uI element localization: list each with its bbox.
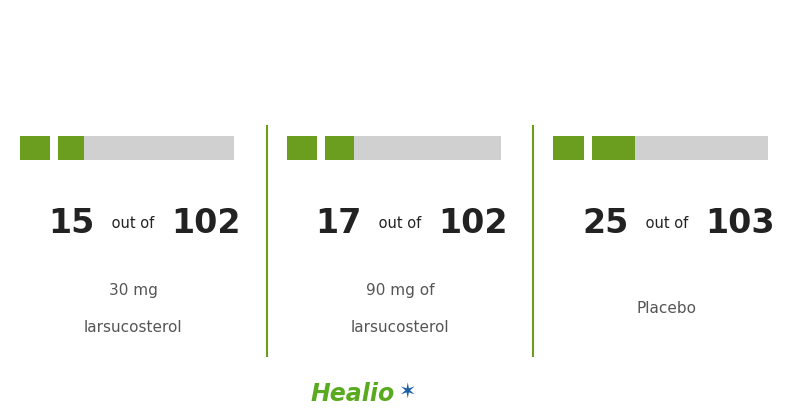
Text: 103: 103 [705, 207, 774, 240]
Text: 30 mg: 30 mg [109, 283, 158, 298]
Bar [554, 136, 584, 160]
Bar [20, 136, 50, 160]
Bar [325, 136, 501, 160]
Bar [286, 136, 317, 160]
Text: out of: out of [374, 216, 426, 231]
Text: out of: out of [107, 216, 159, 231]
Text: 17: 17 [315, 207, 362, 240]
Text: out of: out of [641, 216, 693, 231]
Text: severe alcohol-associated hepatitis:: severe alcohol-associated hepatitis: [202, 72, 598, 91]
Bar [592, 136, 634, 160]
Text: Placebo: Placebo [637, 301, 697, 316]
Text: Ninety-day mortality among patients with: Ninety-day mortality among patients with [170, 30, 630, 49]
Bar [58, 136, 84, 160]
Text: 90 mg of: 90 mg of [366, 283, 434, 298]
Bar [592, 136, 768, 160]
Text: 25: 25 [582, 207, 628, 240]
Bar [58, 136, 234, 160]
Text: ✶: ✶ [398, 382, 415, 402]
Text: 102: 102 [438, 207, 508, 240]
Text: larsucosterol: larsucosterol [84, 320, 182, 335]
Bar [325, 136, 354, 160]
Text: Healio: Healio [310, 382, 394, 406]
Text: larsucosterol: larsucosterol [350, 320, 450, 335]
Text: 15: 15 [49, 207, 95, 240]
Text: 102: 102 [172, 207, 242, 240]
